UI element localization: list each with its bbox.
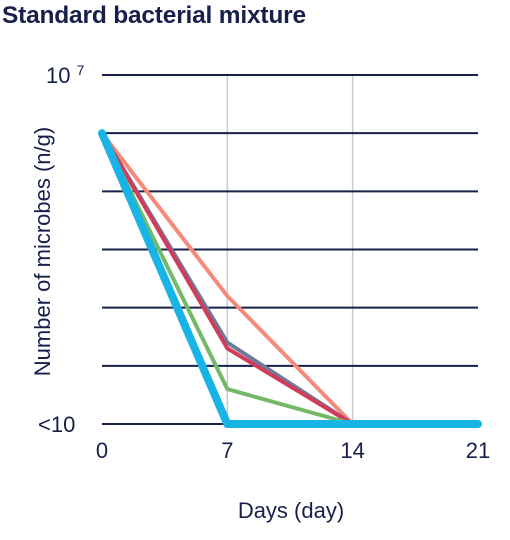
series-line — [100, 131, 480, 426]
chart-title: Standard bacterial mixture — [2, 2, 306, 29]
series-lines — [98, 129, 482, 428]
series-line — [100, 131, 480, 426]
series-line — [98, 129, 482, 428]
x-tick-label: 14 — [340, 438, 364, 463]
y-tick-top-exp: 7 — [77, 62, 85, 78]
x-tick-label: 21 — [466, 438, 490, 463]
x-axis-label: Days (day) — [238, 498, 344, 523]
y-axis-label: Number of microbes (n/g) — [30, 127, 55, 376]
y-tick-top-base: 10 — [46, 63, 70, 88]
axes: 10 7 <10 Number of microbes (n/g) Days (… — [30, 62, 490, 523]
series-line — [100, 131, 480, 426]
x-tick-label: 0 — [96, 438, 108, 463]
x-tick-label: 7 — [221, 438, 233, 463]
y-tick-label-top: 10 7 — [46, 62, 85, 88]
y-tick-label-bottom: <10 — [38, 412, 75, 437]
series-line — [100, 131, 480, 426]
